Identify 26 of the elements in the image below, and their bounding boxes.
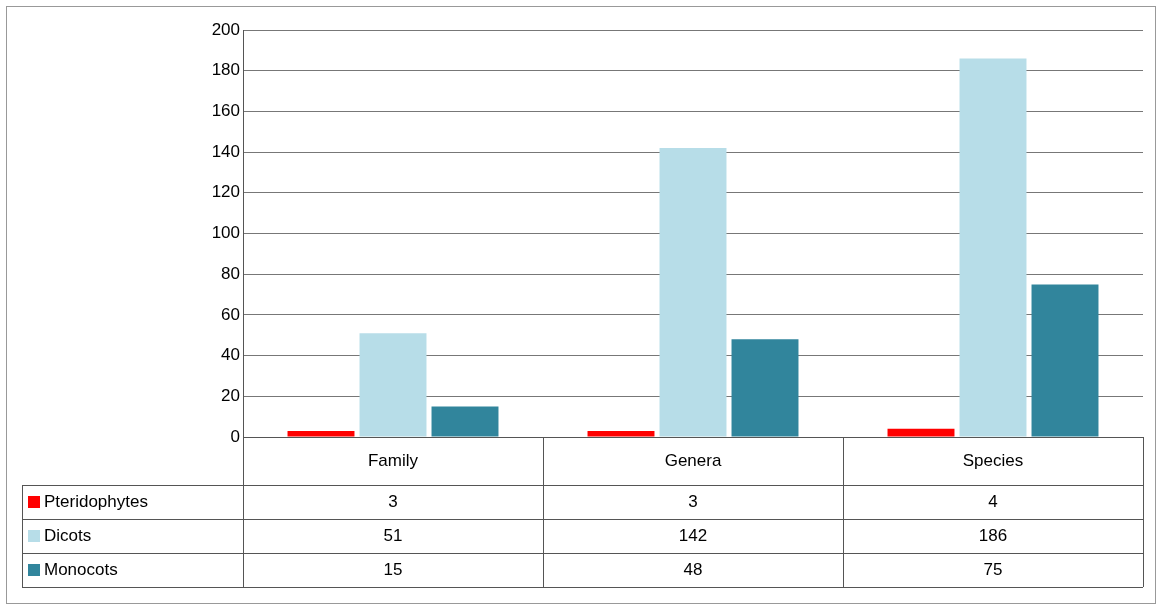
y-tick-label: 60 [221,304,240,324]
y-tick-label: 40 [221,345,240,365]
data-label: 51 [383,525,403,545]
data-label: 75 [983,559,1003,579]
data-label: 48 [683,559,703,579]
y-tick-label: 180 [211,60,240,80]
data-label: 4 [988,491,998,511]
y-tick-label: 20 [221,385,240,405]
y-tick-label: 160 [211,101,240,121]
data-label: 186 [978,525,1008,545]
x-tick-label: Family [367,450,419,470]
y-tick-label: 100 [211,223,240,243]
data-label: 3 [388,491,398,511]
y-tick-label: 120 [211,182,240,202]
y-tick-label: 80 [221,263,240,283]
x-tick-label: Genera [664,450,722,470]
legend-label: Pteridophytes [44,491,148,511]
y-tick-label: 140 [211,141,240,161]
data-label: 3 [688,491,698,511]
y-tick-label: 0 [230,426,240,446]
legend-label: Dicots [44,525,92,545]
data-label: 142 [678,525,708,545]
legend-label: Monocots [44,559,118,579]
data-label: 15 [383,559,403,579]
x-tick-label: Species [962,450,1024,470]
y-tick-label: 200 [211,19,240,39]
